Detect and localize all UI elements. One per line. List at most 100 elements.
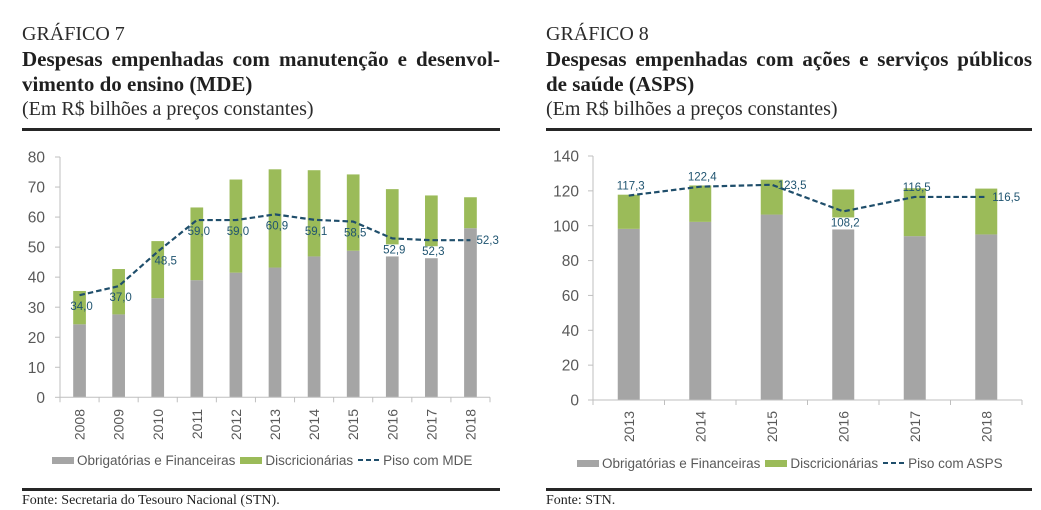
line-piso-mde bbox=[79, 213, 471, 297]
bar-obrigatorias-2011 bbox=[190, 280, 204, 398]
data-label-text: 60,9 bbox=[266, 220, 288, 232]
legend-swatch-gray-icon bbox=[577, 459, 599, 467]
line-piso-asps bbox=[628, 183, 987, 213]
data-label-background bbox=[382, 244, 407, 257]
legend-label: Discricionárias bbox=[265, 452, 354, 468]
bar-discricionarias-2014 bbox=[689, 185, 712, 222]
figure-label: GRÁFICO 7 bbox=[22, 23, 125, 45]
data-label-text: 59,0 bbox=[188, 226, 210, 238]
legend-dashed-line-icon bbox=[358, 459, 381, 461]
data-label-text: 34,0 bbox=[70, 301, 92, 313]
legend-swatch-green-icon bbox=[765, 459, 788, 467]
header-rule bbox=[22, 128, 500, 131]
x-tick-label-2016: 2016 bbox=[835, 411, 851, 442]
y-tick-label-10: 10 bbox=[28, 360, 46, 377]
bar-obrigatorias-2012 bbox=[229, 272, 243, 398]
bar-obrigatorias-2013 bbox=[617, 228, 640, 400]
data-label-2018: 116,5 bbox=[992, 192, 1020, 204]
bar-obrigatorias-2014 bbox=[689, 221, 712, 400]
y-tick-label-70: 70 bbox=[28, 180, 46, 197]
data-label-text: 58,5 bbox=[344, 228, 366, 240]
data-label-text: 52,9 bbox=[383, 244, 405, 256]
x-tick-label-2015: 2015 bbox=[764, 411, 780, 442]
bar-obrigatorias-2015 bbox=[346, 250, 360, 398]
figure-title-line-1: Despesas empenhadas com manutenção e des… bbox=[22, 47, 500, 71]
chart-asps: 0 20 40 60 80 100 120 140 117,3 122,4 123,5 108,2 11… bbox=[553, 149, 1023, 442]
legend-swatch-green-icon bbox=[240, 456, 263, 464]
header-rule bbox=[546, 128, 1032, 131]
bar-discricionarias-2018 bbox=[464, 197, 477, 229]
bar-discricionarias-2013 bbox=[617, 194, 640, 229]
bar-discricionarias-2009 bbox=[112, 269, 125, 315]
data-label-2013: 60,9 bbox=[266, 220, 288, 232]
bar-discricionarias-2012 bbox=[229, 179, 243, 273]
legend-item-obrigatorias: Obrigatórias e Financeiras bbox=[52, 453, 235, 468]
bar-obrigatorias-2018 bbox=[464, 228, 477, 398]
x-tick-label-2013: 2013 bbox=[267, 409, 283, 440]
data-label-text: 52,3 bbox=[422, 246, 444, 258]
data-label-2009: 37,0 bbox=[109, 292, 131, 304]
x-tick-label-2016: 2016 bbox=[384, 409, 400, 440]
bar-obrigatorias-2013 bbox=[268, 267, 282, 398]
data-label-text: 59,1 bbox=[305, 226, 327, 238]
x-tick-label-2011: 2011 bbox=[189, 409, 205, 439]
y-tick-label-140: 140 bbox=[553, 149, 579, 166]
x-tick-label-2012: 2012 bbox=[228, 409, 244, 440]
bar-discricionarias-2016 bbox=[385, 189, 399, 248]
legend-item-discricionarias: Discricionárias bbox=[240, 453, 353, 468]
y-tick-label-60: 60 bbox=[28, 210, 46, 227]
x-tick-label-2017: 2017 bbox=[907, 411, 923, 442]
chart-mde: 0 10 20 30 40 50 60 70 80 34,0 37,0 48,5 59,0 59,0 60,… bbox=[28, 150, 499, 441]
x-tick-label-2009: 2009 bbox=[111, 409, 127, 440]
bar-obrigatorias-2014 bbox=[307, 256, 321, 398]
data-label-text: 122,4 bbox=[688, 172, 717, 184]
data-label-text: 116,5 bbox=[903, 182, 931, 194]
footer-rule bbox=[546, 488, 1032, 491]
figure-title-line-2: vimento do ensino (MDE) bbox=[22, 72, 253, 96]
source-note: Fonte: Secretaria do Tesouro Nacional (S… bbox=[22, 493, 280, 508]
data-label-2017: 52,3 bbox=[421, 246, 446, 259]
bar-discricionarias-2015 bbox=[760, 179, 783, 215]
bar-obrigatorias-2009 bbox=[112, 314, 125, 398]
y-tick-label-60: 60 bbox=[562, 288, 580, 305]
data-label-text: 116,5 bbox=[992, 192, 1020, 204]
bar-obrigatorias-2016 bbox=[832, 227, 855, 400]
bar-discricionarias-2013 bbox=[268, 169, 282, 268]
legend-label: Obrigatórias e Financeiras bbox=[602, 455, 761, 471]
y-tick-label-0: 0 bbox=[36, 390, 45, 407]
y-tick-label-80: 80 bbox=[28, 150, 46, 167]
figure-label: GRÁFICO 8 bbox=[546, 23, 649, 45]
bar-discricionarias-2017 bbox=[425, 195, 438, 249]
data-label-2011: 59,0 bbox=[188, 226, 210, 238]
legend-item-discricionarias: Discricionárias bbox=[765, 456, 878, 471]
x-tick-label-2014: 2014 bbox=[692, 411, 708, 442]
x-tick-label-2008: 2008 bbox=[72, 409, 88, 440]
footer-rule bbox=[22, 488, 500, 491]
x-tick-label-2015: 2015 bbox=[345, 409, 361, 440]
legend-label: Piso com MDE bbox=[383, 452, 473, 468]
data-label-2017: 116,5 bbox=[903, 182, 931, 194]
bar-obrigatorias-2018 bbox=[975, 234, 998, 400]
legend-item-piso: Piso com MDE bbox=[358, 453, 472, 468]
x-tick-label-2013: 2013 bbox=[621, 411, 637, 442]
data-label-text: 117,3 bbox=[617, 181, 645, 193]
bar-discricionarias-2015 bbox=[346, 174, 360, 251]
data-label-2015: 58,5 bbox=[344, 228, 366, 240]
data-label-text: 108,2 bbox=[831, 217, 860, 229]
data-label-background bbox=[829, 217, 861, 230]
y-tick-label-20: 20 bbox=[28, 330, 46, 347]
bar-obrigatorias-2008 bbox=[73, 324, 86, 398]
bar-obrigatorias-2010 bbox=[151, 298, 165, 398]
figure-subtitle: (Em R$ bilhões a preços constantes) bbox=[546, 98, 838, 120]
legend-label: Piso com ASPS bbox=[908, 455, 1003, 471]
bar-obrigatorias-2017 bbox=[903, 236, 926, 400]
bar-obrigatorias-2015 bbox=[760, 214, 783, 400]
figure-title-line-1: Despesas empenhadas com ações e serviços… bbox=[546, 47, 1032, 71]
source-note: Fonte: STN. bbox=[546, 493, 616, 508]
y-tick-label-20: 20 bbox=[562, 358, 580, 375]
data-label-2015: 123,5 bbox=[778, 180, 807, 192]
y-tick-label-40: 40 bbox=[562, 323, 580, 340]
data-label-2016: 52,9 bbox=[382, 244, 407, 257]
chart-legend: Obrigatórias e Financeiras Discricionári… bbox=[52, 452, 477, 468]
